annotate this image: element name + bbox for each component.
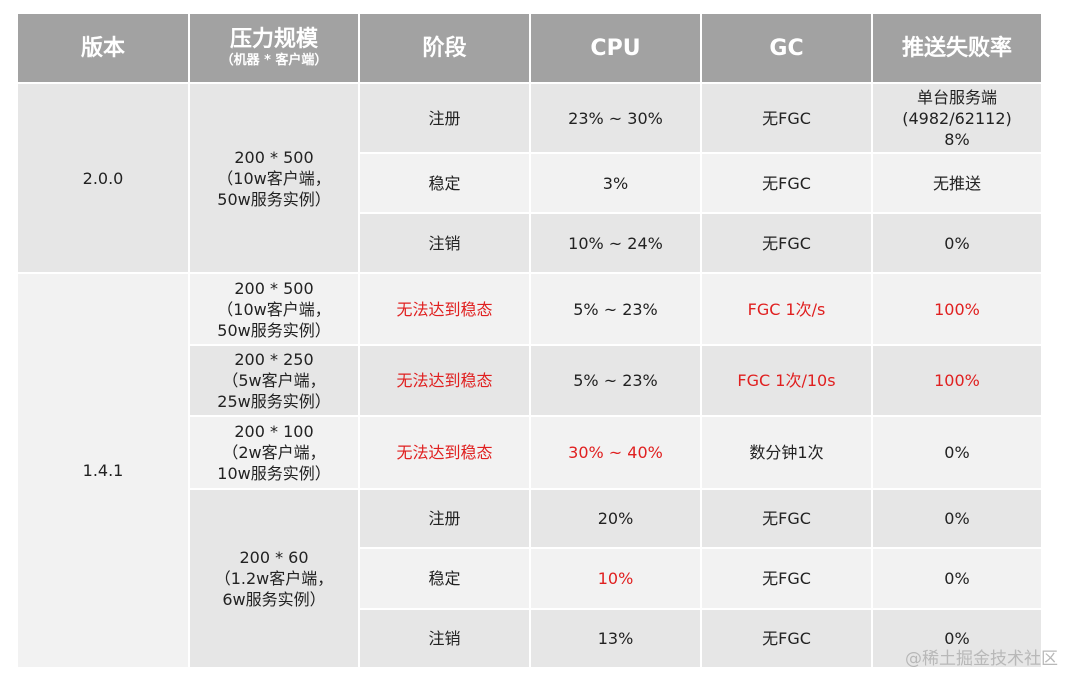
scale-line: （5w客户端， xyxy=(222,371,326,390)
header-scale-label: 压力规模 xyxy=(229,27,318,52)
stage-cell: 无法达到稳态 xyxy=(360,417,531,490)
scale-line: （2w客户端， xyxy=(222,443,326,462)
header-fail-rate: 推送失败率 xyxy=(873,14,1043,84)
scale-line: （1.2w客户端， xyxy=(214,569,334,588)
stage-cell: 无法达到稳态 xyxy=(360,346,531,417)
scale-line: 6w服务实例） xyxy=(222,590,326,609)
fail-cell: 100% xyxy=(873,346,1043,417)
scale-cell: 200 * 60 （1.2w客户端， 6w服务实例） xyxy=(190,490,360,669)
scale-line: 50w服务实例） xyxy=(217,189,331,209)
fail-cell: 100% xyxy=(873,274,1043,346)
scale-line: 200 * 500 xyxy=(234,278,314,298)
header-gc: GC xyxy=(702,14,873,84)
cpu-cell: 5% ~ 23% xyxy=(531,274,702,346)
stage-cell: 注销 xyxy=(360,214,531,274)
scale-cell: 200 * 100 （2w客户端， 10w服务实例） xyxy=(190,417,360,490)
fail-cell: 无推送 xyxy=(873,154,1043,214)
fail-line: (4982/62112) xyxy=(902,108,1012,128)
cpu-cell: 10% ~ 24% xyxy=(531,214,702,274)
cpu-cell: 23% ~ 30% xyxy=(531,84,702,154)
cpu-cell: 5% ~ 23% xyxy=(531,346,702,417)
gc-cell: FGC 1次/s xyxy=(702,274,873,346)
header-stage: 阶段 xyxy=(360,14,531,84)
gc-cell: 无FGC xyxy=(702,490,873,549)
header-scale-sub: （机器 * 客户端） xyxy=(220,53,328,68)
stage-cell: 稳定 xyxy=(360,154,531,214)
scale-line: 200 * 100 xyxy=(234,422,314,441)
scale-cell: 200 * 500 （10w客户端， 50w服务实例） xyxy=(190,274,360,346)
fail-cell: 单台服务端 (4982/62112) 8% xyxy=(873,84,1043,154)
gc-cell: 无FGC xyxy=(702,549,873,610)
header-cpu: CPU xyxy=(531,14,702,84)
fail-line: 8% xyxy=(944,129,970,149)
stage-cell: 注销 xyxy=(360,610,531,669)
gc-cell: 无FGC xyxy=(702,84,873,154)
version-cell: 2.0.0 xyxy=(18,84,190,274)
scale-line: 25w服务实例） xyxy=(217,392,331,411)
version-cell: 1.4.1 xyxy=(18,274,190,669)
scale-line: 10w服务实例） xyxy=(217,464,331,483)
cpu-cell: 10% xyxy=(531,549,702,610)
fail-line: 单台服务端 xyxy=(916,87,997,107)
cpu-cell: 20% xyxy=(531,490,702,549)
fail-cell: 0% xyxy=(873,610,1043,669)
gc-cell: 无FGC xyxy=(702,610,873,669)
fail-cell: 0% xyxy=(873,214,1043,274)
fail-cell: 0% xyxy=(873,417,1043,490)
scale-cell: 200 * 250 （5w客户端， 25w服务实例） xyxy=(190,346,360,417)
scale-line: （10w客户端， xyxy=(217,168,331,188)
fail-cell: 0% xyxy=(873,549,1043,610)
stage-cell: 稳定 xyxy=(360,549,531,610)
header-scale: 压力规模 （机器 * 客户端） xyxy=(190,14,360,84)
watermark: @稀土掘金技术社区 xyxy=(905,649,1058,669)
scale-line: （10w客户端， xyxy=(217,299,331,319)
fail-cell: 0% xyxy=(873,490,1043,549)
scale-line: 200 * 500 xyxy=(234,147,314,167)
stage-cell: 注册 xyxy=(360,490,531,549)
gc-cell: FGC 1次/10s xyxy=(702,346,873,417)
scale-line: 200 * 250 xyxy=(234,350,314,369)
stage-cell: 无法达到稳态 xyxy=(360,274,531,346)
cpu-cell: 13% xyxy=(531,610,702,669)
cpu-cell: 3% xyxy=(531,154,702,214)
gc-cell: 无FGC xyxy=(702,154,873,214)
cpu-cell: 30% ~ 40% xyxy=(531,417,702,490)
scale-cell: 200 * 500 （10w客户端， 50w服务实例） xyxy=(190,84,360,274)
stage-cell: 注册 xyxy=(360,84,531,154)
scale-line: 50w服务实例） xyxy=(217,320,331,340)
gc-cell: 无FGC xyxy=(702,214,873,274)
gc-cell: 数分钟1次 xyxy=(702,417,873,490)
header-version: 版本 xyxy=(18,14,190,84)
perf-table: 版本 压力规模 （机器 * 客户端） 阶段 CPU GC 推送失败率 2.0.0… xyxy=(18,14,1043,669)
scale-line: 200 * 60 xyxy=(239,548,309,567)
